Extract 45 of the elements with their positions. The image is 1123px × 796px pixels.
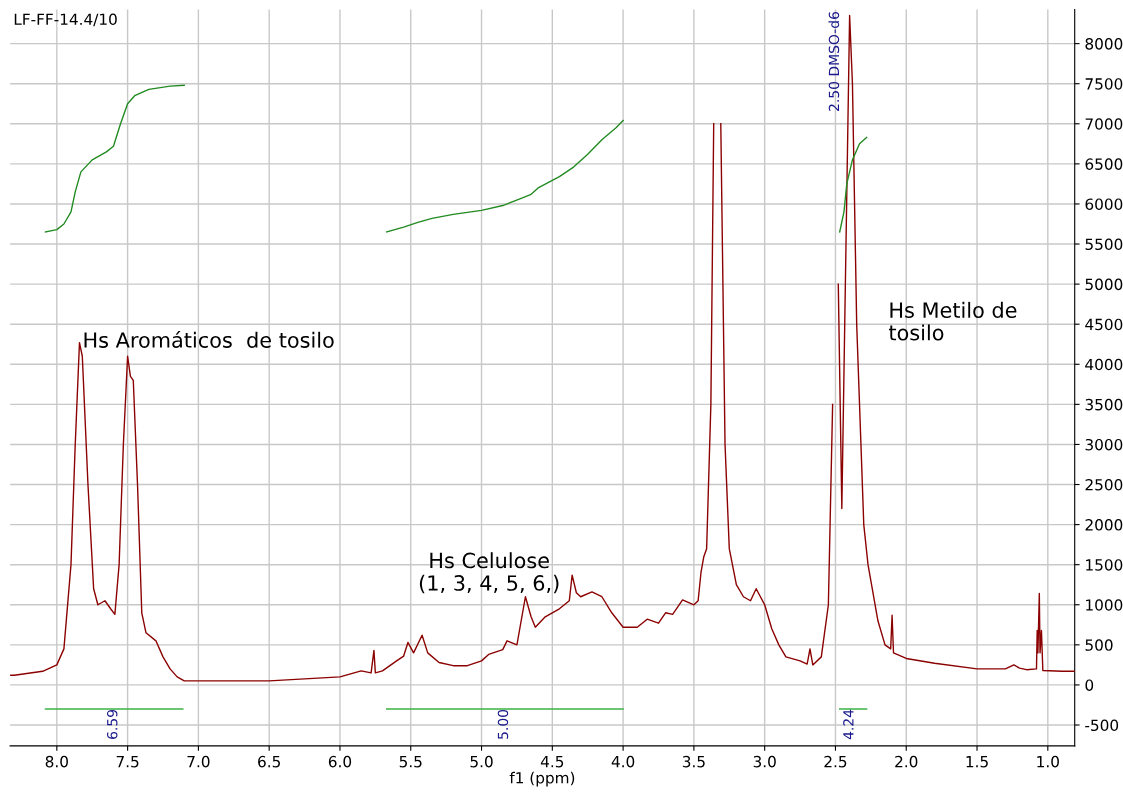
- x-tick-label: 5.0: [470, 755, 493, 768]
- y-tick-label: 4000: [1085, 358, 1123, 371]
- x-tick-label: 4.0: [611, 755, 635, 768]
- y-tick-label: 5000: [1085, 278, 1123, 291]
- y-tick-label: 3500: [1085, 398, 1123, 411]
- x-tick-label: 6.5: [258, 755, 280, 768]
- x-tick-label: 7.0: [187, 755, 210, 768]
- y-tick-label: 3000: [1085, 438, 1123, 451]
- y-tick-label: 1000: [1086, 599, 1123, 611]
- chart-title: LF-FF-14.4/10: [14, 13, 117, 27]
- line-series: [385, 119, 624, 233]
- y-tick-label: 5500: [1085, 238, 1123, 251]
- annotation: 4.24: [843, 709, 854, 740]
- x-axis-title: f1 (ppm): [509, 771, 575, 787]
- y-tick-label: 6000: [1085, 198, 1123, 210]
- y-tick-label: -500: [1085, 719, 1119, 732]
- y-tick-label: 7500: [1085, 78, 1123, 90]
- annotation: Hs Metilo de tosilo: [888, 301, 1017, 341]
- x-tick-label: 5.5: [399, 756, 422, 768]
- annotation: 6.59: [106, 709, 118, 739]
- x-tick-label: 6.0: [328, 755, 352, 768]
- y-tick-label: 1500: [1086, 559, 1123, 571]
- annotation: 2.50 DMSO-d6: [828, 11, 840, 111]
- x-tick-label: 4.5: [540, 756, 564, 768]
- x-tick-label: 7.5: [116, 756, 139, 768]
- y-tick-label: 4500: [1085, 318, 1123, 331]
- y-tick-label: 6500: [1085, 158, 1123, 170]
- x-tick-label: 3.5: [682, 755, 705, 768]
- annotation: Hs Celulose (1, 3, 4, 5, 6,): [419, 552, 559, 594]
- x-tick-label: 2.5: [824, 755, 847, 768]
- y-tick-label: 0: [1085, 679, 1094, 691]
- x-tick-label: 1.0: [1037, 755, 1059, 768]
- x-tick-label: 3.0: [753, 755, 776, 768]
- y-tick-label: 2000: [1085, 519, 1123, 531]
- x-tick-label: 2.0: [895, 755, 918, 768]
- line-series: [44, 84, 185, 233]
- annotation: 5.00: [497, 709, 509, 739]
- line-series: [839, 136, 868, 233]
- annotation: Hs Aromáticos de tosilo: [84, 330, 334, 348]
- y-tick-label: 7000: [1085, 118, 1123, 130]
- x-tick-label: 8.0: [45, 755, 68, 768]
- y-tick-label: 8000: [1085, 38, 1123, 50]
- x-tick-label: 1.5: [966, 756, 988, 768]
- y-tick-label: 2500: [1085, 478, 1123, 491]
- y-tick-label: 500: [1085, 639, 1113, 651]
